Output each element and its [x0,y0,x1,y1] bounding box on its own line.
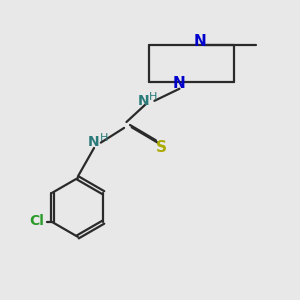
Text: N: N [88,135,100,149]
Text: H: H [100,133,108,143]
Text: N: N [194,34,206,50]
Text: S: S [155,140,167,154]
Text: N: N [137,94,149,108]
Text: H: H [149,92,157,102]
Text: Cl: Cl [30,214,44,228]
Text: N: N [173,76,186,91]
